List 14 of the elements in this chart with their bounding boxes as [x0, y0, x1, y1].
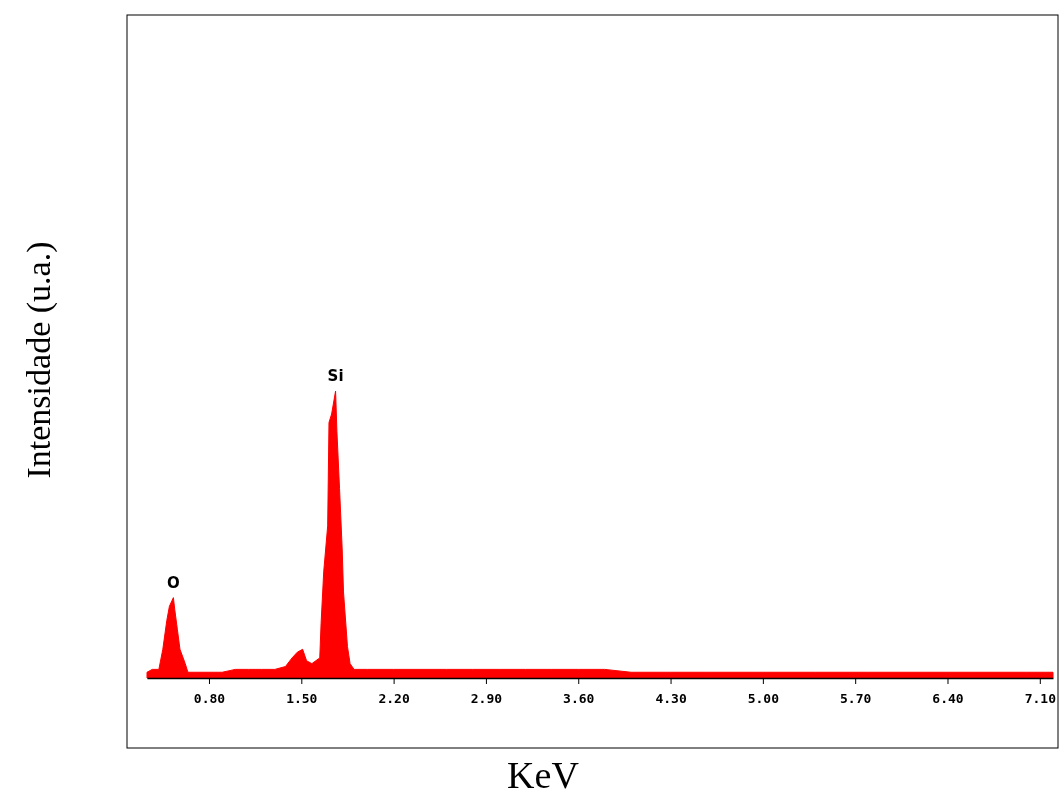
x-tick-label: 6.40 [932, 690, 964, 706]
x-axis-title: KeV [507, 754, 580, 796]
x-tick-label: 2.20 [378, 690, 410, 706]
x-tick-label: 7.10 [1024, 690, 1057, 706]
x-tick-label: 2.90 [470, 690, 503, 706]
x-tick-label: 3.60 [563, 690, 595, 706]
x-tick-label: 0.80 [193, 690, 226, 706]
x-tick-label: 5.00 [747, 690, 780, 706]
x-tick-label: 1.50 [286, 690, 318, 706]
x-tick-label: 4.30 [655, 690, 687, 706]
annotation: O [166, 573, 180, 592]
annotation: Si [327, 367, 344, 385]
y-axis-title: Intensidade (u.a.) [20, 241, 58, 479]
x-tick-label: 5.70 [840, 690, 872, 706]
